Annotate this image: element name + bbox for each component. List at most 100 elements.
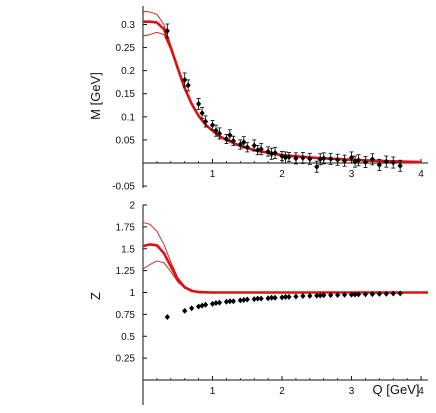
data-point — [282, 293, 289, 300]
x-tick-label: 2 — [279, 169, 285, 180]
data-point — [216, 130, 223, 137]
data-point — [314, 292, 320, 299]
data-point — [348, 291, 355, 298]
data-point — [300, 154, 306, 161]
data-point — [321, 155, 327, 162]
y-tick-label: 0.25 — [116, 43, 136, 54]
data-point — [244, 296, 250, 303]
data-point — [376, 290, 382, 297]
data-point — [362, 291, 369, 298]
data-point — [317, 156, 323, 163]
data-point — [293, 155, 299, 162]
data-point — [213, 127, 219, 134]
x-tick-label: 1 — [210, 386, 216, 397]
data-point — [185, 82, 191, 89]
data-point — [258, 295, 264, 302]
data-point — [279, 153, 285, 160]
data-point — [199, 302, 205, 309]
x-axis-label: Q [GeV] — [373, 382, 420, 397]
data-point — [335, 156, 341, 163]
curve-lower-band — [142, 260, 428, 293]
data-point — [209, 300, 216, 307]
data-point — [355, 291, 362, 298]
y-tick-label: 0.2 — [121, 66, 135, 77]
data-point — [321, 292, 327, 299]
data-point — [390, 159, 396, 166]
y-tick-label: 0.15 — [116, 89, 136, 100]
data-point — [286, 153, 292, 160]
data-point — [352, 291, 358, 298]
y-tick-label: 1.5 — [121, 244, 135, 255]
x-tick-label: 3 — [349, 169, 355, 180]
data-point — [369, 156, 375, 163]
y-tick-label: 0.25 — [116, 354, 136, 365]
data-point — [268, 150, 275, 157]
data-point — [362, 159, 369, 166]
data-point — [355, 157, 362, 164]
data-point — [390, 290, 396, 297]
data-point — [279, 294, 285, 301]
x-tick-label: 1 — [210, 169, 216, 180]
data-point — [164, 27, 170, 34]
data-point — [164, 314, 170, 320]
x-tick-label: 2 — [279, 386, 285, 397]
data-point — [272, 149, 278, 156]
y-tick-label: 0.1 — [121, 112, 135, 123]
y-tick-label: 1.25 — [116, 266, 136, 277]
data-point — [376, 161, 382, 168]
y-axis-label: M [GeV] — [88, 72, 103, 120]
data-point — [383, 290, 389, 297]
data-point — [223, 135, 230, 142]
data-point — [251, 142, 257, 149]
data-point — [397, 162, 403, 169]
data-point — [314, 163, 320, 170]
data-point — [196, 303, 202, 310]
y-tick-label: -0.05 — [112, 182, 135, 193]
curve-upper-band — [142, 222, 428, 293]
x-tick-label: 3 — [349, 386, 355, 397]
data-point — [216, 299, 223, 306]
data-point — [328, 292, 334, 299]
x-tick-label: 4 — [418, 386, 424, 397]
data-point — [268, 294, 275, 301]
y-tick-label: 0.05 — [116, 135, 136, 146]
data-point — [341, 157, 348, 164]
data-point — [209, 122, 216, 129]
curve-central — [142, 243, 428, 294]
y-tick-label: 2 — [129, 201, 135, 212]
data-point — [348, 154, 355, 161]
data-point — [307, 155, 313, 162]
y-tick-label: 0.75 — [116, 310, 136, 321]
data-point — [223, 298, 230, 305]
y-tick-label: 1 — [129, 288, 135, 299]
data-point — [182, 76, 188, 83]
curve-lower-band — [142, 31, 422, 163]
data-point — [335, 291, 341, 298]
data-point — [265, 148, 271, 155]
data-point — [189, 305, 195, 312]
data-point — [241, 139, 247, 146]
data-point — [199, 110, 205, 117]
data-point — [369, 291, 375, 298]
data-point — [230, 137, 236, 144]
data-point — [202, 118, 209, 125]
data-point — [251, 296, 257, 303]
data-point — [293, 293, 299, 300]
data-point — [397, 290, 403, 297]
x-tick-label: 4 — [418, 169, 424, 180]
data-point — [237, 141, 243, 148]
data-point — [230, 298, 236, 305]
data-point — [300, 293, 306, 299]
data-point — [258, 146, 264, 153]
y-tick-label: 0.5 — [121, 332, 135, 343]
data-point — [227, 298, 233, 305]
data-point — [286, 293, 292, 300]
data-point — [182, 307, 188, 314]
data-point — [317, 292, 323, 299]
data-point — [282, 154, 289, 161]
curve-central — [143, 20, 422, 164]
y-tick-label: 0.3 — [121, 20, 135, 31]
y-tick-label: 1.75 — [116, 222, 136, 233]
data-point — [255, 147, 261, 154]
data-point — [341, 291, 348, 298]
